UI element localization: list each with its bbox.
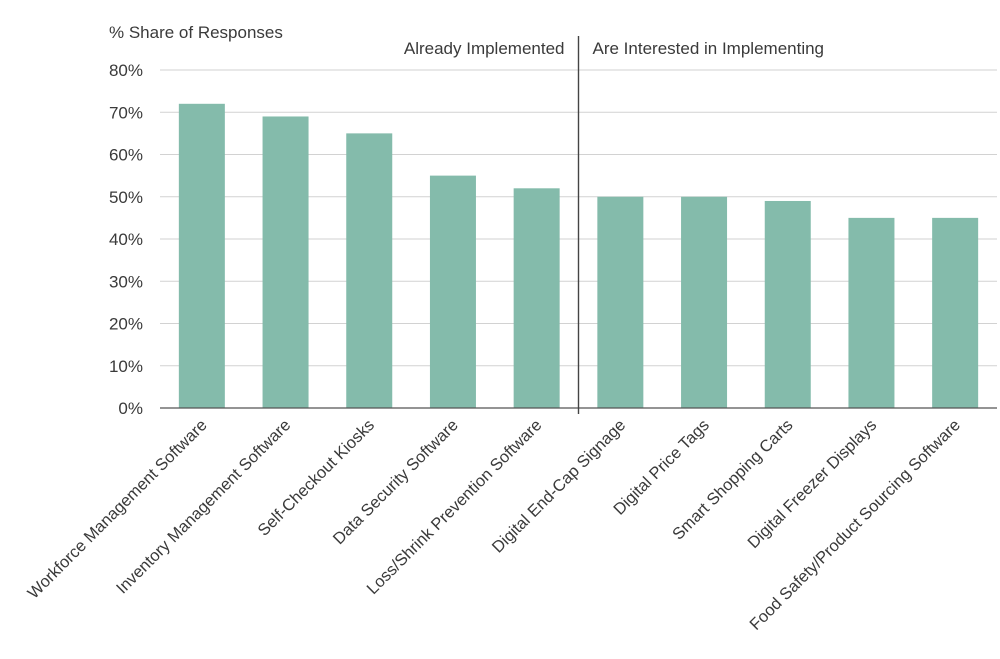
y-tick-label: 10% <box>109 357 143 376</box>
bar <box>178 103 225 409</box>
y-axis-ticks: 0% 10% 20% 30% 40% 50% 60% 70% 80% <box>109 61 143 418</box>
y-tick-label: 0% <box>118 399 143 418</box>
bar <box>597 196 644 408</box>
y-tick-label: 50% <box>109 188 143 207</box>
x-category-label: Inventory Management Software <box>113 416 294 597</box>
bar <box>429 175 476 408</box>
y-axis-title: % Share of Responses <box>109 23 283 42</box>
y-tick-label: 20% <box>109 315 143 334</box>
y-tick-label: 60% <box>109 146 143 165</box>
y-tick-label: 80% <box>109 61 143 80</box>
y-tick-label: 40% <box>109 230 143 249</box>
bar <box>681 196 728 408</box>
bar <box>262 116 309 408</box>
x-category-label: Workforce Management Software <box>24 416 210 602</box>
x-category-label: Digital End-Cap Signage <box>489 416 630 557</box>
bar <box>848 217 895 408</box>
y-tick-label: 30% <box>109 272 143 291</box>
y-tick-label: 70% <box>109 103 143 122</box>
x-category-label: Loss/Shrink Prevention Software <box>363 416 545 598</box>
bars <box>178 103 979 409</box>
section-label-already-implemented: Already Implemented <box>404 39 565 58</box>
bar <box>932 217 979 408</box>
bar <box>346 133 393 408</box>
bar <box>513 188 560 408</box>
bar <box>764 200 811 408</box>
section-label-interested: Are Interested in Implementing <box>593 39 825 58</box>
